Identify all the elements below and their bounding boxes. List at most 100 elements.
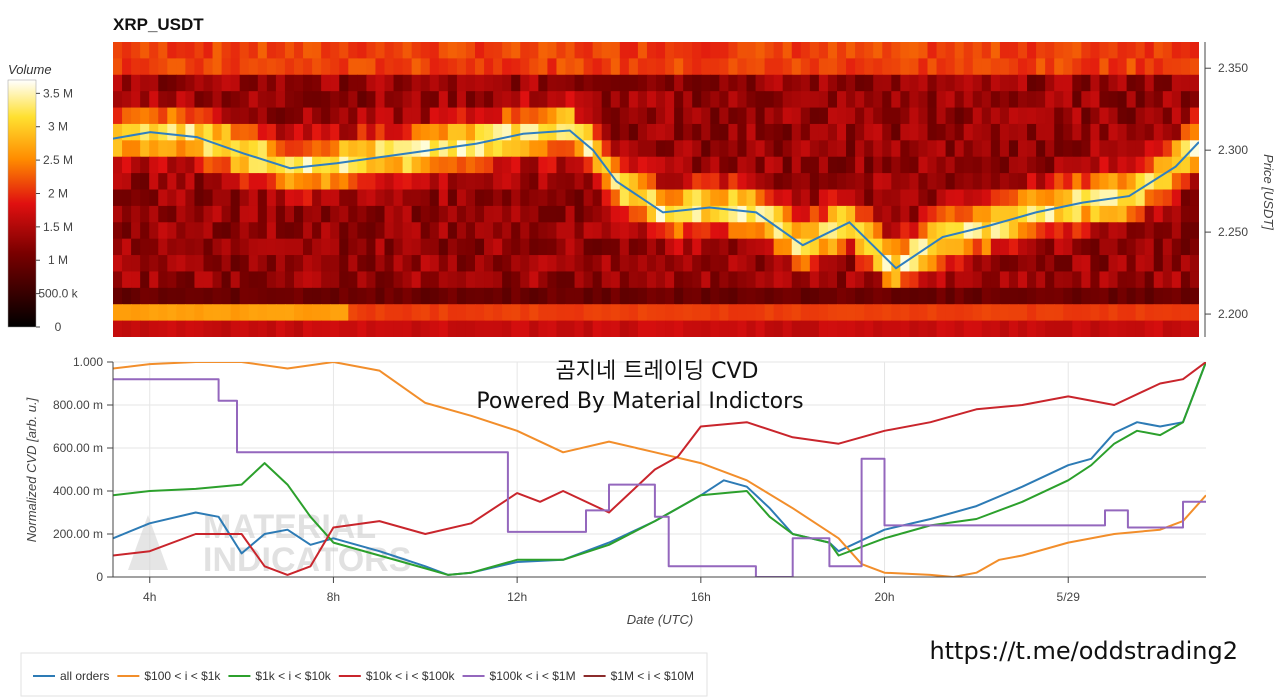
heatmap-cell bbox=[963, 107, 974, 125]
heatmap-cell bbox=[248, 320, 259, 337]
heatmap-cell bbox=[140, 287, 150, 305]
heatmap-cell bbox=[909, 74, 920, 92]
heatmap-cell bbox=[746, 287, 757, 305]
heatmap-cell bbox=[737, 222, 748, 240]
heatmap-cell bbox=[918, 320, 929, 337]
heatmap-cell bbox=[303, 271, 313, 289]
heatmap-cell bbox=[728, 58, 739, 76]
heatmap-cell bbox=[909, 156, 920, 174]
heatmap-cell bbox=[873, 189, 883, 207]
heatmap-cell bbox=[864, 91, 874, 109]
heatmap-cell bbox=[791, 255, 802, 273]
heatmap-cell bbox=[1081, 304, 1091, 322]
legend-item-label[interactable]: $10k < i < $100k bbox=[366, 669, 456, 683]
heatmap-cell bbox=[1162, 255, 1173, 273]
heatmap-cell bbox=[891, 140, 901, 158]
heatmap-cell bbox=[239, 123, 250, 141]
heatmap-cell bbox=[366, 287, 377, 305]
heatmap-cell bbox=[773, 189, 784, 207]
heatmap-cell bbox=[837, 173, 847, 191]
heatmap-cell bbox=[927, 255, 938, 273]
heatmap-cell bbox=[167, 107, 177, 125]
heatmap-cell bbox=[918, 173, 929, 191]
heatmap-cell bbox=[456, 287, 467, 305]
heatmap-cell bbox=[321, 238, 331, 256]
heatmap-cell bbox=[1153, 255, 1164, 273]
heatmap-cell bbox=[465, 238, 476, 256]
heatmap-cell bbox=[375, 238, 386, 256]
heatmap-cell bbox=[131, 320, 141, 337]
heatmap-cell bbox=[1117, 123, 1128, 141]
heatmap-cell bbox=[628, 74, 639, 92]
heatmap-cell bbox=[945, 91, 956, 109]
heatmap-cell bbox=[1126, 91, 1137, 109]
heatmap-cell bbox=[456, 173, 467, 191]
heatmap-cell bbox=[646, 271, 657, 289]
heatmap-cell bbox=[864, 173, 874, 191]
heatmap-cell bbox=[1072, 156, 1082, 174]
heatmap-cell bbox=[683, 123, 693, 141]
heatmap-cell bbox=[556, 304, 567, 322]
heatmap-cell bbox=[529, 140, 539, 158]
heatmap-cell bbox=[203, 91, 214, 109]
heatmap-cell bbox=[248, 287, 259, 305]
heatmap-cell bbox=[484, 140, 494, 158]
heatmap-cell bbox=[484, 173, 494, 191]
heatmap-cell bbox=[411, 107, 422, 125]
legend-item-label[interactable]: $1k < i < $10k bbox=[255, 669, 331, 683]
heatmap-cell bbox=[1135, 107, 1146, 125]
heatmap-cell bbox=[918, 238, 929, 256]
heatmap-cell bbox=[1180, 123, 1191, 141]
heatmap-cell bbox=[348, 222, 358, 240]
heatmap-cell bbox=[475, 238, 485, 256]
heatmap-cell bbox=[484, 255, 494, 273]
heatmap-cell bbox=[692, 205, 702, 223]
heatmap-cell bbox=[420, 123, 431, 141]
heatmap-cell bbox=[547, 74, 558, 92]
heatmap-cell bbox=[484, 238, 494, 256]
heatmap-cell bbox=[1153, 42, 1164, 59]
heatmap-cell bbox=[1144, 320, 1155, 337]
heatmap-cell bbox=[610, 255, 621, 273]
legend-item-label[interactable]: all orders bbox=[60, 669, 109, 683]
heatmap-cell bbox=[1063, 173, 1073, 191]
heatmap-cell bbox=[248, 304, 259, 322]
heatmap-cell bbox=[194, 255, 205, 273]
heatmap-cell bbox=[990, 320, 1001, 337]
heatmap-cell bbox=[610, 74, 621, 92]
heatmap-cell bbox=[782, 58, 793, 76]
heatmap-cell bbox=[999, 74, 1010, 92]
heatmap-cell bbox=[366, 42, 377, 59]
heatmap-cell bbox=[619, 173, 630, 191]
heatmap-cell bbox=[529, 238, 539, 256]
heatmap-cell bbox=[873, 156, 883, 174]
heatmap-cell bbox=[465, 107, 476, 125]
heatmap-cell bbox=[999, 156, 1010, 174]
footer-url[interactable]: https://t.me/oddstrading2 bbox=[929, 637, 1238, 665]
heatmap-cell bbox=[140, 320, 150, 337]
legend-item-label[interactable]: $1M < i < $10M bbox=[611, 669, 694, 683]
heatmap-cell bbox=[818, 255, 829, 273]
heatmap-cell bbox=[656, 58, 666, 76]
heatmap-cell bbox=[837, 287, 847, 305]
legend-item-label[interactable]: $100 < i < $1k bbox=[144, 669, 221, 683]
heatmap-cell bbox=[674, 287, 684, 305]
heatmap-cell bbox=[113, 91, 123, 109]
heatmap-cell bbox=[447, 140, 458, 158]
heatmap-cell bbox=[475, 156, 485, 174]
heatmap-cell bbox=[900, 74, 910, 92]
heatmap-cell bbox=[520, 123, 530, 141]
heatmap-cell bbox=[837, 271, 847, 289]
heatmap-cell bbox=[131, 173, 141, 191]
heatmap-cell bbox=[1099, 222, 1110, 240]
legend-item-label[interactable]: $100k < i < $1M bbox=[490, 669, 576, 683]
heatmap-cell bbox=[131, 74, 141, 92]
heatmap-cell bbox=[230, 287, 241, 305]
heatmap-cell bbox=[981, 107, 992, 125]
heatmap-cell bbox=[1135, 58, 1146, 76]
heatmap-cell bbox=[1081, 42, 1091, 59]
heatmap-cell bbox=[194, 42, 205, 59]
heatmap-cell bbox=[773, 205, 784, 223]
heatmap-cell bbox=[583, 205, 594, 223]
heatmap-cell bbox=[203, 74, 214, 92]
